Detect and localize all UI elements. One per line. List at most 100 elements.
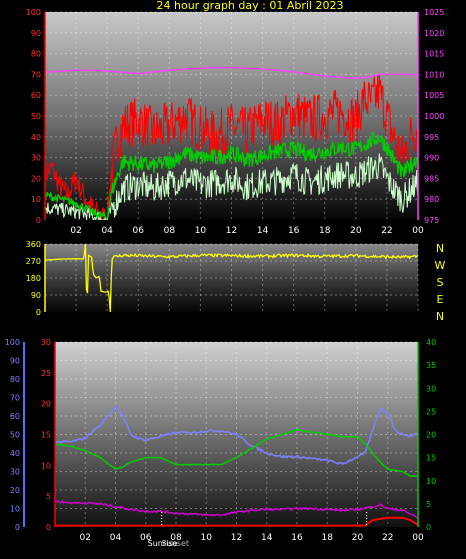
pressure-series [45, 66, 418, 79]
pressure-right-tick: 1005 [424, 91, 444, 100]
right-axis-tick: 40 [426, 338, 436, 347]
direction-left-tick: 360 [26, 240, 41, 249]
direction-left-tick: 0 [36, 308, 41, 317]
compass-label: N [436, 242, 444, 255]
humidity-tick: 70 [10, 394, 20, 403]
x-tick-label: 22 [381, 226, 392, 236]
wind-avg-series [45, 131, 418, 220]
x-tick-label: 20 [352, 533, 364, 543]
wind-left-tick: 0 [36, 216, 41, 225]
pressure-right-tick: 1015 [424, 50, 444, 59]
pressure-right-tick: 995 [424, 133, 439, 142]
direction-left-tick: 270 [26, 257, 41, 266]
x-tick-label: 18 [322, 533, 334, 543]
humidity-tick: 40 [10, 449, 20, 458]
pressure-right-tick: 980 [424, 195, 439, 204]
wind-panel-series [45, 66, 418, 220]
compass-label: E [437, 293, 444, 306]
x-tick-label: 06 [140, 533, 152, 543]
direction-left-tick: 180 [26, 274, 41, 283]
right-axis-tick: 15 [426, 454, 436, 463]
pressure-right-tick: 1020 [424, 29, 444, 38]
right-axis-tick: 20 [426, 431, 436, 440]
rain-series [55, 516, 418, 527]
wind-min-series [45, 153, 418, 220]
dewpoint-series [55, 499, 418, 519]
pressure-right-tick: 985 [424, 174, 439, 183]
wind-left-tick: 50 [31, 112, 41, 121]
right-axis-tick: 30 [426, 384, 436, 393]
x-tick-label: 20 [350, 226, 362, 236]
direction-panel-series [45, 244, 418, 312]
temp-panel-series [55, 404, 418, 527]
temp-tick: 20 [41, 400, 51, 409]
temp-tick: 0 [46, 523, 51, 532]
humidity-series [55, 404, 418, 465]
x-tick-label: 12 [226, 226, 237, 236]
x-tick-label: 16 [291, 533, 303, 543]
humidity-tick: 60 [10, 412, 20, 421]
temp-panel-axes: 02 04 06 08 10 12 14 16 18 20 22 001009080706050403… [5, 338, 436, 548]
compass-label: N [436, 310, 444, 323]
pressure-right-tick: 1010 [424, 70, 444, 79]
x-tick-label: 22 [382, 533, 393, 543]
wind-gust-series [45, 74, 418, 220]
temp-tick: 5 [46, 492, 51, 501]
humidity-tick: 30 [10, 468, 20, 477]
wind-left-tick: 10 [31, 195, 41, 204]
temperature-series [55, 428, 418, 478]
x-tick-label: 02 [70, 226, 81, 236]
wind-panel-axes: 02 04 06 08 10 12 14 16 18 20 22 001009080706050403… [26, 8, 445, 236]
x-tick-label: 10 [195, 226, 207, 236]
x-tick-label: 16 [288, 226, 300, 236]
x-tick-label: 02 [80, 533, 91, 543]
pressure-right-tick: 1025 [424, 8, 444, 17]
x-tick-label: 00 [412, 226, 424, 236]
temp-tick: 15 [41, 431, 51, 440]
humidity-tick: 0 [15, 523, 20, 532]
x-tick-label: 00 [412, 533, 424, 543]
chart-title: 24 hour graph day : 01 Abril 2023 [157, 0, 344, 12]
wind-left-tick: 40 [31, 133, 41, 142]
pressure-right-tick: 990 [424, 154, 439, 163]
x-tick-label: 04 [110, 533, 122, 543]
wind-left-tick: 80 [31, 50, 41, 59]
wind-left-tick: 90 [31, 29, 41, 38]
sunset-label: Sunset [162, 539, 189, 548]
compass-label: S [437, 276, 444, 289]
compass-label: W [435, 259, 446, 272]
x-tick-label: 14 [257, 226, 269, 236]
wind-direction-series [45, 244, 418, 312]
humidity-tick: 20 [10, 486, 20, 495]
humidity-tick: 90 [10, 357, 20, 366]
x-tick-label: 14 [261, 533, 273, 543]
right-axis-tick: 25 [426, 407, 436, 416]
wind-left-tick: 70 [31, 70, 41, 79]
wind-left-tick: 100 [26, 8, 41, 17]
direction-left-tick: 90 [31, 291, 41, 300]
wind-left-tick: 30 [31, 154, 41, 163]
humidity-tick: 80 [10, 375, 20, 384]
temp-tick: 30 [41, 338, 51, 347]
right-axis-tick: 10 [426, 477, 436, 486]
x-tick-label: 08 [170, 533, 182, 543]
pressure-right-tick: 1000 [424, 112, 444, 121]
x-tick-label: 12 [231, 533, 242, 543]
x-tick-label: 06 [133, 226, 145, 236]
x-tick-label: 04 [101, 226, 113, 236]
x-tick-label: 08 [164, 226, 176, 236]
right-axis-tick: 35 [426, 361, 436, 370]
temp-tick: 10 [41, 461, 51, 470]
humidity-tick: 100 [5, 338, 20, 347]
humidity-tick: 10 [10, 505, 20, 514]
pressure-right-tick: 975 [424, 216, 439, 225]
wind-left-tick: 20 [31, 174, 41, 183]
x-tick-label: 10 [201, 533, 213, 543]
wind-left-tick: 60 [31, 91, 41, 100]
temp-tick: 25 [41, 369, 51, 378]
sunrise-label: Sunrise [148, 539, 178, 548]
right-axis-tick: 0 [426, 523, 431, 532]
